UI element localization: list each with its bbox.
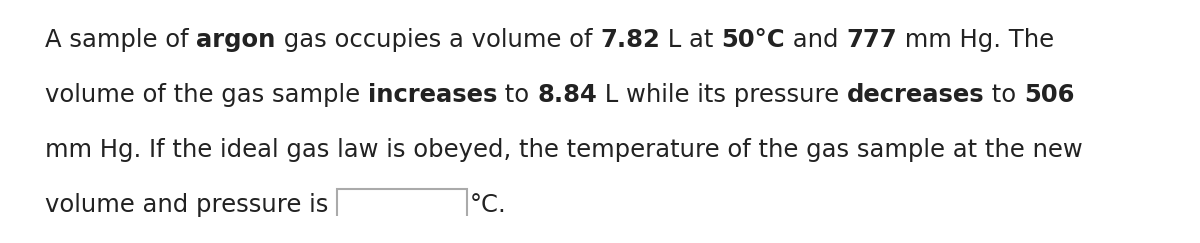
- Text: L at: L at: [660, 28, 721, 52]
- Text: 777: 777: [846, 28, 896, 52]
- Text: to: to: [984, 83, 1025, 107]
- Text: 506: 506: [1025, 83, 1075, 107]
- Text: 7.82: 7.82: [600, 28, 660, 52]
- Text: mm Hg. The: mm Hg. The: [896, 28, 1054, 52]
- Text: 50°C: 50°C: [721, 28, 785, 52]
- Text: increases: increases: [368, 83, 497, 107]
- Text: and: and: [785, 28, 846, 52]
- Text: argon: argon: [197, 28, 276, 52]
- Text: mm Hg. If the ideal gas law is obeyed, the temperature of the gas sample at the : mm Hg. If the ideal gas law is obeyed, t…: [46, 138, 1082, 162]
- Text: volume and pressure is: volume and pressure is: [46, 193, 336, 217]
- Text: volume of the gas sample: volume of the gas sample: [46, 83, 368, 107]
- Text: °C.: °C.: [470, 193, 506, 217]
- FancyBboxPatch shape: [337, 189, 467, 227]
- Text: to: to: [497, 83, 538, 107]
- Text: A sample of: A sample of: [46, 28, 197, 52]
- Text: L while its pressure: L while its pressure: [596, 83, 847, 107]
- Text: gas occupies a volume of: gas occupies a volume of: [276, 28, 600, 52]
- Text: 8.84: 8.84: [538, 83, 596, 107]
- Text: decreases: decreases: [847, 83, 984, 107]
